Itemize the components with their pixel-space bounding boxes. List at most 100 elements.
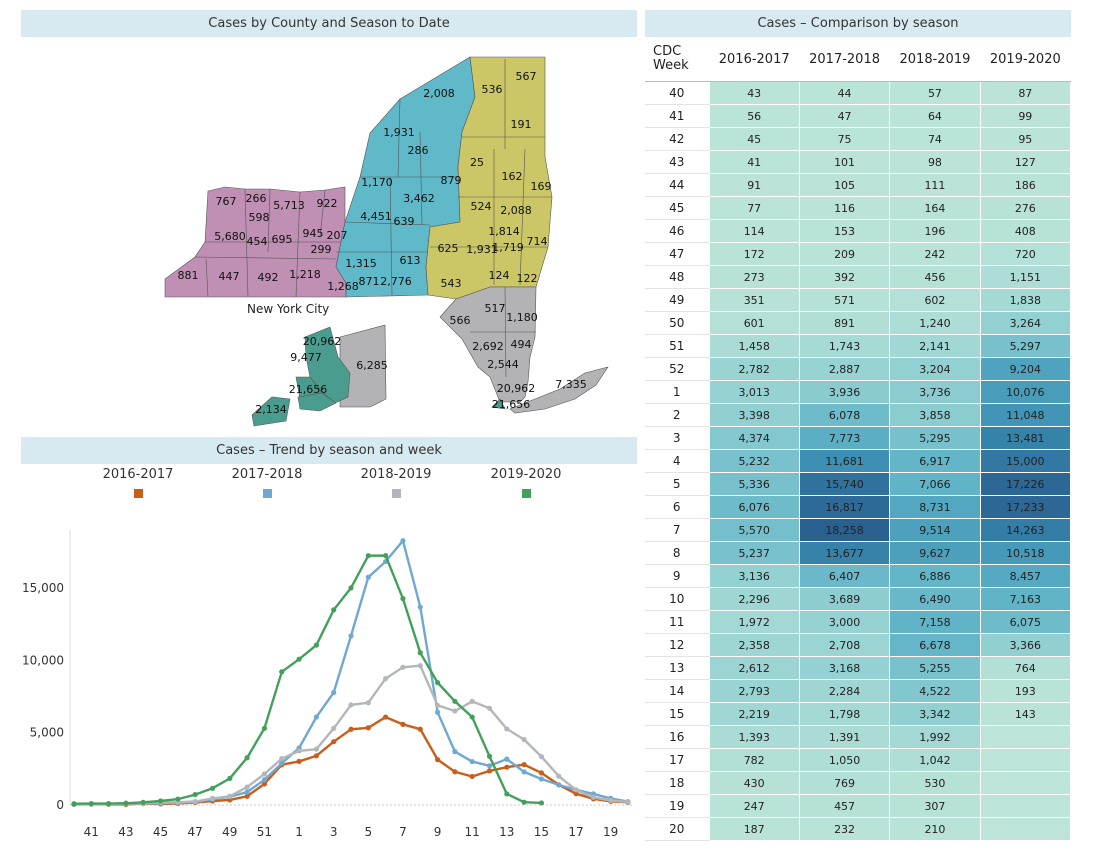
data-point[interactable] <box>452 708 458 714</box>
region-nyc-inset[interactable] <box>251 324 506 427</box>
data-point[interactable] <box>417 726 423 732</box>
data-point[interactable] <box>313 714 319 720</box>
data-point[interactable] <box>521 761 527 768</box>
season-column-header[interactable]: 2017-2018 <box>799 37 890 82</box>
data-point[interactable] <box>469 698 475 704</box>
data-point[interactable] <box>608 797 614 804</box>
data-point[interactable] <box>625 799 631 805</box>
data-point[interactable] <box>296 748 302 754</box>
data-point[interactable] <box>209 785 216 791</box>
data-point[interactable] <box>365 574 371 580</box>
data-point[interactable] <box>434 679 441 686</box>
data-point[interactable] <box>452 749 458 755</box>
data-point[interactable] <box>521 799 527 805</box>
data-point[interactable] <box>123 800 129 806</box>
data-point[interactable] <box>296 656 302 662</box>
legend-item[interactable]: 2016-2017 <box>83 467 193 498</box>
data-point[interactable] <box>331 739 337 745</box>
data-point[interactable] <box>261 725 268 731</box>
data-point[interactable] <box>573 787 579 793</box>
data-point[interactable] <box>227 775 233 781</box>
legend-item[interactable]: 2018-2019 <box>341 467 451 498</box>
data-point[interactable] <box>469 758 475 765</box>
data-point[interactable] <box>209 795 216 801</box>
data-point[interactable] <box>417 604 423 610</box>
data-point[interactable] <box>279 756 285 762</box>
data-point[interactable] <box>400 721 406 727</box>
data-point[interactable] <box>556 782 562 788</box>
data-point[interactable] <box>140 799 146 805</box>
data-point[interactable] <box>400 595 406 602</box>
data-point[interactable] <box>365 700 371 706</box>
data-point[interactable] <box>88 800 94 807</box>
data-point[interactable] <box>538 754 545 760</box>
data-point[interactable] <box>279 669 285 675</box>
data-point[interactable] <box>244 793 250 799</box>
data-point[interactable] <box>348 633 354 639</box>
data-point[interactable] <box>244 784 250 790</box>
season-column-header[interactable]: 2018-2019 <box>889 37 981 82</box>
data-point[interactable] <box>434 709 441 715</box>
data-point[interactable] <box>469 714 475 720</box>
region-eastern[interactable] <box>425 56 553 300</box>
data-point[interactable] <box>71 801 77 807</box>
data-point[interactable] <box>486 763 493 769</box>
data-point[interactable] <box>175 796 181 802</box>
data-point[interactable] <box>261 771 268 777</box>
data-point[interactable] <box>469 773 475 780</box>
data-point[interactable] <box>504 764 510 770</box>
data-point[interactable] <box>400 538 406 544</box>
data-point[interactable] <box>452 769 458 775</box>
data-point[interactable] <box>434 757 441 763</box>
data-point[interactable] <box>417 650 423 656</box>
data-point[interactable] <box>261 781 268 787</box>
data-point[interactable] <box>504 791 510 797</box>
data-point[interactable] <box>383 714 389 720</box>
data-point[interactable] <box>538 776 545 782</box>
season-column-header[interactable]: 2016-2017 <box>709 37 800 82</box>
data-point[interactable] <box>348 726 354 732</box>
data-point[interactable] <box>244 789 250 795</box>
data-point[interactable] <box>383 676 389 682</box>
data-point[interactable] <box>244 755 250 761</box>
data-point[interactable] <box>452 698 458 704</box>
ny-county-map[interactable]: 2,008 536 567 191 1,931 286 25 162 169 1… <box>0 37 640 437</box>
data-point[interactable] <box>331 689 337 696</box>
data-point[interactable] <box>331 607 337 613</box>
data-point[interactable] <box>296 758 302 764</box>
data-point[interactable] <box>486 768 493 774</box>
data-point[interactable] <box>400 664 406 670</box>
data-point[interactable] <box>504 726 510 732</box>
legend-item[interactable]: 2017-2018 <box>212 467 322 498</box>
data-point[interactable] <box>348 585 354 591</box>
data-point[interactable] <box>348 702 354 708</box>
data-point[interactable] <box>538 770 545 776</box>
data-point[interactable] <box>383 552 389 559</box>
data-point[interactable] <box>106 801 112 807</box>
data-point[interactable] <box>313 642 319 648</box>
data-point[interactable] <box>521 736 527 743</box>
data-point[interactable] <box>538 800 545 806</box>
data-point[interactable] <box>590 794 596 800</box>
data-point[interactable] <box>192 791 198 798</box>
data-point[interactable] <box>556 773 562 779</box>
data-point[interactable] <box>227 793 233 799</box>
region-metro[interactable] <box>439 286 609 414</box>
data-point[interactable] <box>573 791 579 797</box>
data-point[interactable] <box>192 798 198 805</box>
season-column-header[interactable]: 2019-2020 <box>980 37 1071 82</box>
data-point[interactable] <box>486 753 493 759</box>
data-point[interactable] <box>365 553 371 559</box>
data-point[interactable] <box>434 702 441 708</box>
data-point[interactable] <box>313 746 319 752</box>
data-point[interactable] <box>313 753 319 759</box>
data-point[interactable] <box>521 769 527 775</box>
data-point[interactable] <box>157 798 164 804</box>
data-point[interactable] <box>331 725 337 731</box>
data-point[interactable] <box>279 760 285 766</box>
data-point[interactable] <box>417 663 423 669</box>
data-point[interactable] <box>486 705 493 711</box>
legend-item[interactable]: 2019-2020 <box>471 467 581 498</box>
data-point[interactable] <box>261 777 268 783</box>
